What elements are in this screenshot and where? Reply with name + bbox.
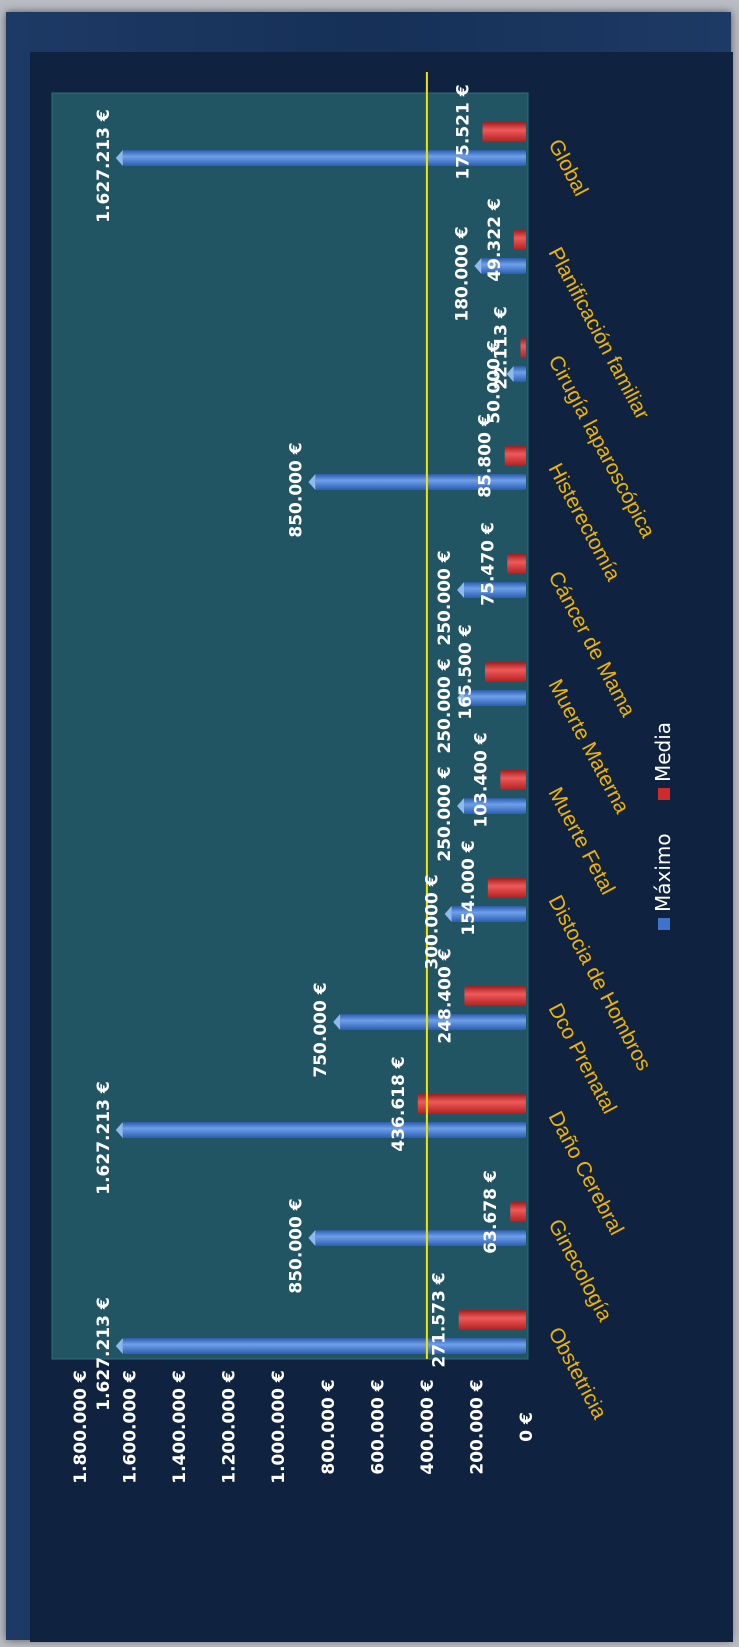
data-label-maximo: 50.000 € xyxy=(485,340,505,423)
bar-maximo xyxy=(513,366,526,382)
data-label-maximo: 250.000 € xyxy=(435,766,455,861)
legend-swatch-maximo xyxy=(658,918,670,930)
bar-maximo-cap xyxy=(308,474,316,490)
bar-maximo xyxy=(315,474,526,490)
bar-maximo xyxy=(122,150,527,166)
data-label-maximo: 300.000 € xyxy=(423,874,443,969)
data-label-maximo: 1.627.213 € xyxy=(94,109,114,222)
bar-media xyxy=(520,338,526,358)
bar-maximo-cap xyxy=(444,906,452,922)
data-label-media: 49.322 € xyxy=(485,198,505,281)
data-label-media: 175.521 € xyxy=(454,84,474,179)
legend-label-maximo: Máximo xyxy=(651,833,675,912)
y-tick-label: 1.200.000 € xyxy=(220,1370,240,1483)
category-label: Planificación familiar xyxy=(544,244,654,424)
data-label-media: 165.500 € xyxy=(456,624,476,719)
bar-media xyxy=(510,1202,526,1222)
data-label-media: 85.800 € xyxy=(476,414,496,497)
category-label: Distocia de Hombros xyxy=(544,892,656,1075)
data-label-maximo: 850.000 € xyxy=(286,442,306,537)
legend: Máximo Media xyxy=(651,722,675,930)
bar-media xyxy=(507,554,526,574)
y-tick-label: 400.000 € xyxy=(418,1379,438,1474)
bar-media xyxy=(513,230,526,250)
data-label-media: 103.400 € xyxy=(471,732,491,827)
bar-media xyxy=(487,878,526,898)
y-tick-label: 1.400.000 € xyxy=(170,1370,190,1483)
bar-media xyxy=(464,986,526,1006)
bar-media xyxy=(504,446,526,466)
y-tick-label: 600.000 € xyxy=(368,1379,388,1474)
bar-maximo-cap xyxy=(457,798,465,814)
bar-maximo xyxy=(464,582,526,598)
bar-maximo-cap xyxy=(308,1230,316,1246)
data-label-media: 75.470 € xyxy=(478,522,498,605)
data-label-media: 22.113 € xyxy=(492,306,512,389)
bar-maximo-cap xyxy=(457,582,465,598)
data-label-maximo: 250.000 € xyxy=(435,550,455,645)
bar-media xyxy=(484,662,526,682)
bar-maximo xyxy=(481,258,526,274)
bar-media xyxy=(500,770,526,790)
bar-media xyxy=(458,1310,526,1330)
y-tick-label: 1.000.000 € xyxy=(269,1370,289,1483)
data-label-maximo: 1.627.213 € xyxy=(94,1297,114,1410)
bar-maximo-cap xyxy=(333,1014,341,1030)
category-label: Obstetricia xyxy=(544,1324,612,1424)
data-label-maximo: 850.000 € xyxy=(286,1198,306,1293)
data-label-media: 248.400 € xyxy=(435,948,455,1043)
data-label-maximo: 750.000 € xyxy=(311,982,331,1077)
y-tick-label: 1.800.000 € xyxy=(71,1370,91,1483)
y-tick-label: 200.000 € xyxy=(467,1379,487,1474)
y-tick-label: 800.000 € xyxy=(319,1379,339,1474)
bar-maximo xyxy=(315,1230,526,1246)
bar-maximo-cap xyxy=(115,150,123,166)
data-label-maximo: 250.000 € xyxy=(435,658,455,753)
bar-maximo xyxy=(122,1338,527,1354)
legend-label-media: Media xyxy=(651,722,675,782)
bar-maximo xyxy=(122,1122,527,1138)
y-tick-label: 0 € xyxy=(517,1412,537,1442)
data-label-media: 271.573 € xyxy=(430,1272,450,1367)
category-label: Cirugía laparoscópica xyxy=(544,352,660,542)
data-label-media: 63.678 € xyxy=(481,1170,501,1253)
data-label-media: 154.000 € xyxy=(459,840,479,935)
bar-media xyxy=(417,1094,526,1114)
chart-panel: 0 € 200.000 € 400.000 € 600.000 € 800.000 € 1… xyxy=(30,52,733,1642)
bar-chart: 0 € 200.000 € 400.000 € 600.000 € 800.000 € 1… xyxy=(51,72,675,1484)
bar-maximo xyxy=(340,1014,526,1030)
bar-maximo xyxy=(451,906,526,922)
data-label-media: 436.618 € xyxy=(389,1056,409,1151)
y-tick-label: 1.600.000 € xyxy=(121,1370,141,1483)
category-label: Global xyxy=(544,136,593,200)
bar-maximo-cap xyxy=(457,690,465,706)
bar-maximo xyxy=(464,798,526,814)
plot-area xyxy=(51,92,529,1360)
data-label-maximo: 180.000 € xyxy=(452,226,472,321)
bar-maximo xyxy=(464,690,526,706)
bar-maximo-cap xyxy=(115,1338,123,1354)
bar-maximo-cap xyxy=(115,1122,123,1138)
bar-media xyxy=(482,122,526,142)
chart-frame: 0 € 200.000 € 400.000 € 600.000 € 800.000 € 1… xyxy=(6,12,733,1642)
legend-swatch-media xyxy=(658,788,670,800)
bar-maximo-cap xyxy=(474,258,482,274)
bar-maximo-cap xyxy=(506,366,514,382)
data-label-maximo: 1.627.213 € xyxy=(94,1081,114,1194)
